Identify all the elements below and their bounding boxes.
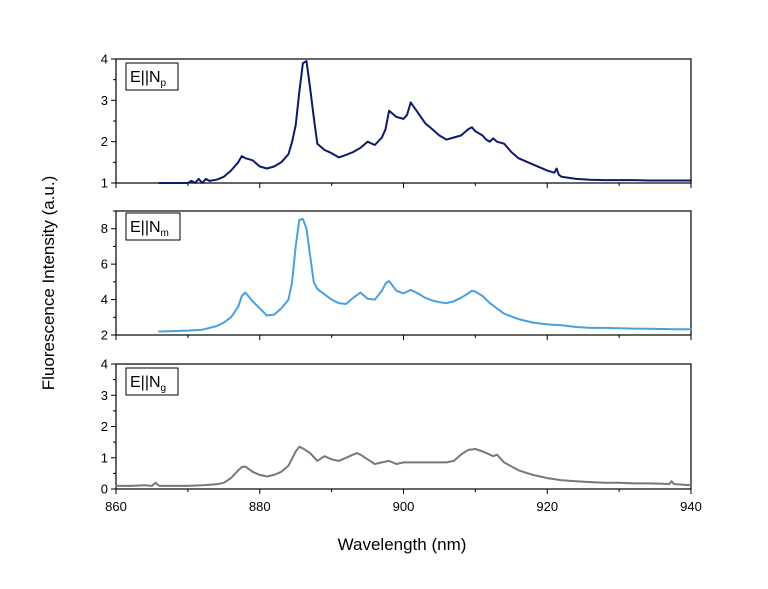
y-tick-label: 3 [101,93,108,108]
x-tick-label: 900 [393,499,415,514]
y-tick-label: 8 [101,221,108,236]
x-axis: 860 880 900 920 940 [105,499,702,514]
panel-frame [115,58,692,184]
panel-frame [115,363,692,490]
y-tick-label: 1 [101,450,108,465]
legend-label: E||Ng [130,374,166,394]
y-tick-label: 2 [101,419,108,434]
series-line-1 [158,218,692,333]
y-tick-label: 3 [101,388,108,403]
x-tick-label: 880 [249,499,271,514]
panel-0: 1 2 3 4 E||Np [101,52,692,191]
y-tick-label: 2 [101,328,108,343]
panel-1: 2 4 6 8 E||Nm [101,210,692,343]
legend-box [125,367,179,396]
series-line-0 [158,60,692,184]
x-axis-title: Wavelength (nm) [338,535,467,554]
y-tick-label: 0 [101,482,108,497]
x-tick-label: 920 [536,499,558,514]
panels-group: 1 2 3 4 E||Np 2 4 6 8 E||Nm 0 1 2 3 4 E||Ng [101,52,692,497]
x-tick-label: 860 [105,499,127,514]
legend-label: E||Nm [130,219,169,239]
y-tick-label: 4 [101,357,108,372]
y-tick-label: 1 [101,176,108,191]
y-tick-label: 2 [101,134,108,149]
legend-box [125,62,179,91]
y-tick-label: 4 [101,52,108,67]
panel-2: 0 1 2 3 4 E||Ng [101,357,692,497]
legend-label: E||Np [130,69,167,89]
y-tick-label: 4 [101,292,108,307]
series-line-2 [115,445,692,487]
y-tick-label: 6 [101,257,108,272]
y-axis-title: Fluorescence Intensity (a.u.) [39,176,58,390]
legend-box [125,212,181,241]
panel-frame [115,210,692,336]
x-tick-label: 940 [680,499,702,514]
